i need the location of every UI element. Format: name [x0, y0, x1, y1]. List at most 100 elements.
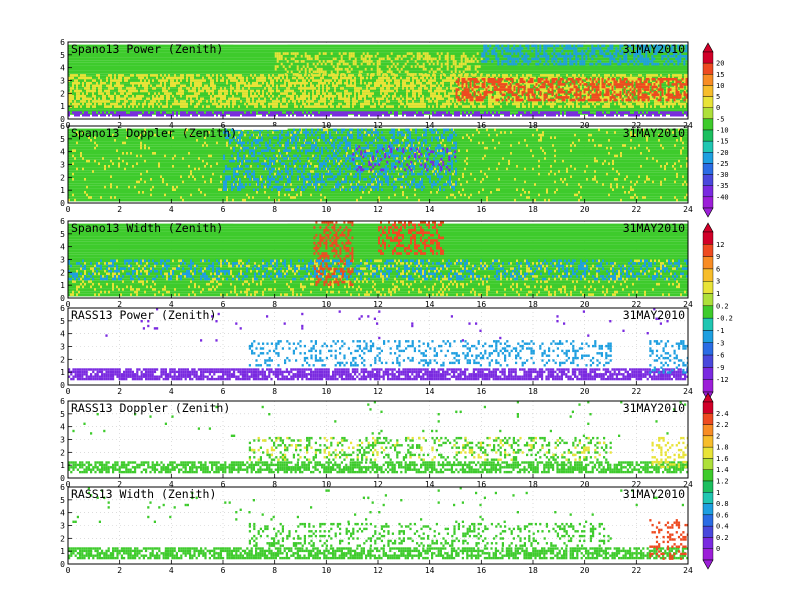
cell	[102, 55, 104, 58]
cell	[186, 112, 188, 115]
cell	[250, 70, 252, 74]
cell	[258, 44, 260, 48]
cell	[234, 94, 236, 97]
cell	[266, 94, 268, 97]
cell	[92, 109, 94, 113]
cell	[374, 49, 376, 53]
cell	[166, 86, 168, 89]
cell	[434, 52, 436, 55]
cell	[72, 62, 74, 66]
cell	[78, 49, 80, 53]
cell	[398, 109, 400, 113]
cell	[180, 49, 182, 53]
cell	[240, 55, 242, 58]
cell	[174, 68, 176, 71]
cell	[220, 57, 222, 61]
cell	[92, 70, 94, 74]
cell	[286, 62, 288, 66]
cell	[232, 60, 234, 63]
cell	[88, 47, 90, 50]
cell	[386, 49, 388, 53]
cell	[348, 44, 350, 48]
cell	[192, 68, 194, 71]
cell	[182, 44, 184, 48]
cell	[276, 62, 278, 66]
cell	[266, 101, 268, 105]
cell	[358, 81, 360, 84]
cell	[252, 109, 254, 113]
cell	[254, 62, 256, 66]
cell	[184, 44, 186, 48]
cell	[324, 55, 326, 58]
cell	[126, 70, 128, 74]
cell	[206, 47, 208, 50]
cell	[404, 44, 406, 48]
cell	[390, 75, 392, 79]
cell	[320, 47, 322, 50]
cell	[166, 49, 168, 53]
cell	[268, 65, 270, 68]
cell	[70, 60, 72, 63]
cell	[82, 112, 84, 115]
cell	[78, 44, 80, 48]
cell	[278, 44, 280, 48]
cell	[148, 57, 150, 61]
cell	[92, 47, 94, 50]
cell	[138, 107, 140, 110]
cell	[418, 49, 420, 53]
cell	[384, 70, 386, 74]
cell	[74, 107, 76, 110]
cell	[326, 47, 328, 50]
cell	[428, 49, 430, 53]
cell	[178, 70, 180, 74]
cell	[152, 65, 154, 68]
cell	[146, 68, 148, 71]
cell	[334, 49, 336, 53]
cell	[104, 75, 106, 79]
cell	[168, 78, 170, 81]
cell	[402, 107, 404, 110]
cell	[100, 60, 102, 63]
cell	[326, 65, 328, 68]
cell	[106, 70, 108, 74]
cell	[74, 70, 76, 74]
cell	[70, 101, 72, 105]
cell	[120, 65, 122, 68]
cell	[266, 44, 268, 48]
cell	[336, 99, 338, 102]
cell	[404, 91, 406, 94]
cell	[186, 68, 188, 71]
cell	[112, 81, 114, 84]
cell	[176, 96, 178, 100]
cell	[196, 60, 198, 63]
cell	[260, 52, 262, 55]
cell	[256, 112, 258, 115]
cell	[152, 55, 154, 58]
cell	[232, 88, 234, 92]
cell	[296, 91, 298, 94]
cell	[140, 52, 142, 55]
cell	[224, 62, 226, 66]
cell	[176, 65, 178, 68]
cell	[264, 47, 266, 50]
cell	[94, 60, 96, 63]
cell	[90, 70, 92, 74]
cell	[164, 101, 166, 105]
cell	[282, 44, 284, 48]
cell	[118, 49, 120, 53]
cell	[358, 57, 360, 61]
cell	[82, 65, 84, 68]
cell	[110, 107, 112, 110]
cell	[358, 44, 360, 48]
cell	[104, 68, 106, 71]
cell	[78, 99, 80, 102]
cell	[158, 65, 160, 68]
cell	[178, 73, 180, 76]
cell	[132, 49, 134, 53]
cell	[414, 49, 416, 53]
cell	[194, 52, 196, 55]
cell	[242, 107, 244, 110]
cell	[228, 49, 230, 53]
cell	[206, 78, 208, 81]
cell	[334, 101, 336, 105]
